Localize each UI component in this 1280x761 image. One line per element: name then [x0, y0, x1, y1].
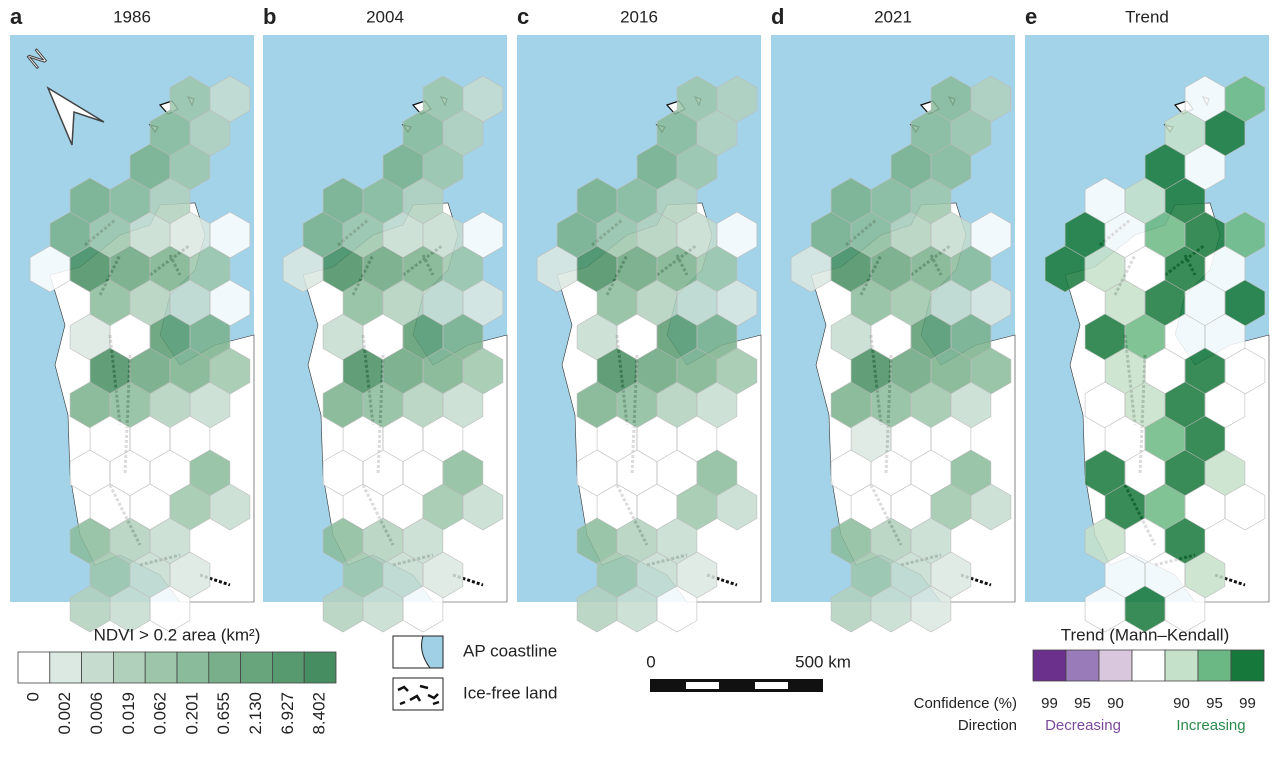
- legend-swatch: [303, 651, 337, 684]
- panel-title: Trend: [1125, 7, 1169, 26]
- legend-swatch: [81, 651, 114, 684]
- legend-label: 0.019: [119, 692, 138, 735]
- direction-label: Direction: [958, 717, 1017, 734]
- trend-swatch: [1032, 649, 1067, 682]
- legend-swatch: [176, 651, 210, 684]
- legend-swatch: [144, 651, 178, 684]
- legend-swatch: [17, 651, 51, 684]
- ndvi-legend: 0 0.002 0.006 0.019 0.062 0.201 0.655 2.130 6.92…: [17, 651, 337, 735]
- legend-label: 0.655: [214, 692, 233, 735]
- confidence-value: 99: [1239, 695, 1256, 712]
- trend-swatch: [1164, 649, 1199, 682]
- legend-swatch: [240, 651, 273, 684]
- trend-legend: 99 95 90 90 95 99: [1032, 649, 1265, 712]
- legend-label: 0.062: [151, 692, 170, 735]
- scale-bar: 0 500 km: [646, 652, 851, 692]
- legend-swatch: [113, 651, 146, 684]
- scale-start: 0: [646, 652, 655, 671]
- hex-cell: [910, 585, 952, 633]
- panel-title: 1986: [113, 7, 151, 26]
- map-panel: c 2016: [517, 4, 762, 633]
- panel-letter: a: [10, 4, 23, 29]
- map-panel: d 2021: [771, 4, 1016, 633]
- hex-cell: [716, 483, 758, 531]
- legend-swatch: [208, 651, 242, 684]
- legend-label: 0.002: [55, 692, 74, 735]
- legend-swatch: [49, 651, 82, 684]
- decreasing-label: Decreasing: [1045, 717, 1121, 734]
- panel-letter: d: [771, 4, 784, 29]
- panel-title: 2016: [620, 7, 658, 26]
- coastline-label: AP coastline: [463, 641, 557, 660]
- legend-label: 8.402: [310, 692, 329, 735]
- confidence-value: 90: [1107, 695, 1124, 712]
- hex-cell: [1224, 483, 1266, 531]
- panel-letter: b: [263, 4, 276, 29]
- legend-label: 0: [23, 692, 42, 701]
- confidence-value: 90: [1173, 695, 1190, 712]
- ice-free-label: Ice-free land: [463, 683, 558, 702]
- map-panel: a 1986: [10, 4, 255, 633]
- panel-letter: e: [1025, 4, 1037, 29]
- legend-label: 2.130: [246, 692, 265, 735]
- hex-cell: [656, 585, 698, 633]
- scale-end: 500 km: [795, 652, 851, 671]
- confidence-value: 99: [1041, 695, 1058, 712]
- trend-swatch: [1065, 649, 1100, 682]
- confidence-value: 95: [1206, 695, 1223, 712]
- hex-cell: [970, 483, 1012, 531]
- map-panels: a 1986 b 2004 c 2016 d 2021 e Trend: [10, 4, 1270, 633]
- trend-swatch: [1098, 649, 1133, 682]
- legend-swatch: [271, 651, 305, 684]
- hex-cell: [149, 585, 191, 633]
- hex-cell: [402, 585, 444, 633]
- hex-cell: [1164, 585, 1206, 633]
- map-panel: e Trend: [1025, 4, 1270, 633]
- legend-label: 6.927: [278, 692, 297, 735]
- legend-label: 0.006: [87, 692, 106, 735]
- legend-label: 0.201: [182, 692, 201, 735]
- ndvi-legend-title: NDVI > 0.2 area (km²): [94, 625, 261, 644]
- map-legend: AP coastline Ice-free land: [392, 635, 558, 711]
- panel-title: 2004: [366, 7, 404, 26]
- confidence-label: Confidence (%): [914, 695, 1017, 712]
- panel-title: 2021: [874, 7, 912, 26]
- confidence-value: 95: [1074, 695, 1091, 712]
- hex-cell: [462, 483, 504, 531]
- map-panel: b 2004: [263, 4, 508, 633]
- trend-swatch: [1197, 649, 1232, 682]
- increasing-label: Increasing: [1176, 717, 1245, 734]
- hex-cell: [209, 483, 251, 531]
- trend-swatch: [1131, 649, 1166, 682]
- panel-letter: c: [517, 4, 529, 29]
- trend-legend-title: Trend (Mann–Kendall): [1061, 625, 1230, 644]
- trend-swatch: [1230, 649, 1265, 682]
